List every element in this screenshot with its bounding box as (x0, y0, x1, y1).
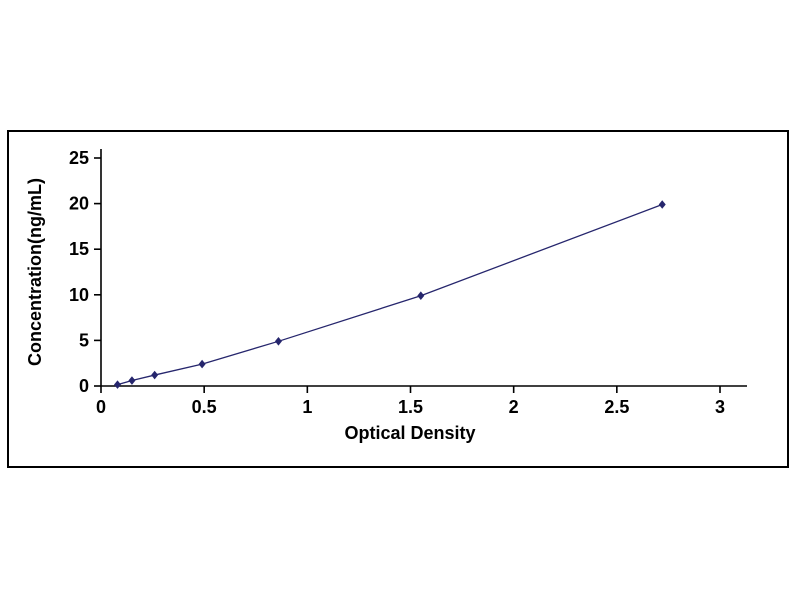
series-line (117, 203, 663, 386)
y-tick-label: 20 (69, 194, 89, 214)
x-tick-label: 2.5 (604, 397, 629, 417)
x-tick-label: 0.5 (192, 397, 217, 417)
data-point-diamond (114, 380, 122, 389)
x-tick-label: 2 (509, 397, 519, 417)
data-point-diamond (658, 200, 666, 209)
data-point-diamond (151, 370, 159, 380)
y-tick-label: 0 (79, 376, 89, 396)
data-point-diamond (274, 337, 282, 346)
data-point-diamond (198, 359, 206, 369)
y-tick-label: 15 (69, 239, 89, 259)
x-tick-label: 1 (302, 397, 312, 417)
x-tick-label: 0 (96, 397, 106, 417)
standard-curve-chart-frame: Optical Density Concentration(ng/mL) 0 0.… (7, 130, 789, 468)
y-tick-label: 5 (79, 330, 89, 350)
y-tick-label: 25 (69, 148, 89, 168)
y-axis-label: Concentration(ng/mL) (25, 178, 45, 366)
x-tick-label: 1.5 (398, 397, 423, 417)
x-tick-label: 3 (715, 397, 725, 417)
x-axis-label: Optical Density (344, 423, 475, 443)
data-point-diamond (128, 376, 136, 385)
standard-curve-plot: Optical Density Concentration(ng/mL) 0 0.… (25, 148, 747, 443)
data-point-diamond (417, 291, 425, 301)
y-tick-label: 10 (69, 285, 89, 305)
